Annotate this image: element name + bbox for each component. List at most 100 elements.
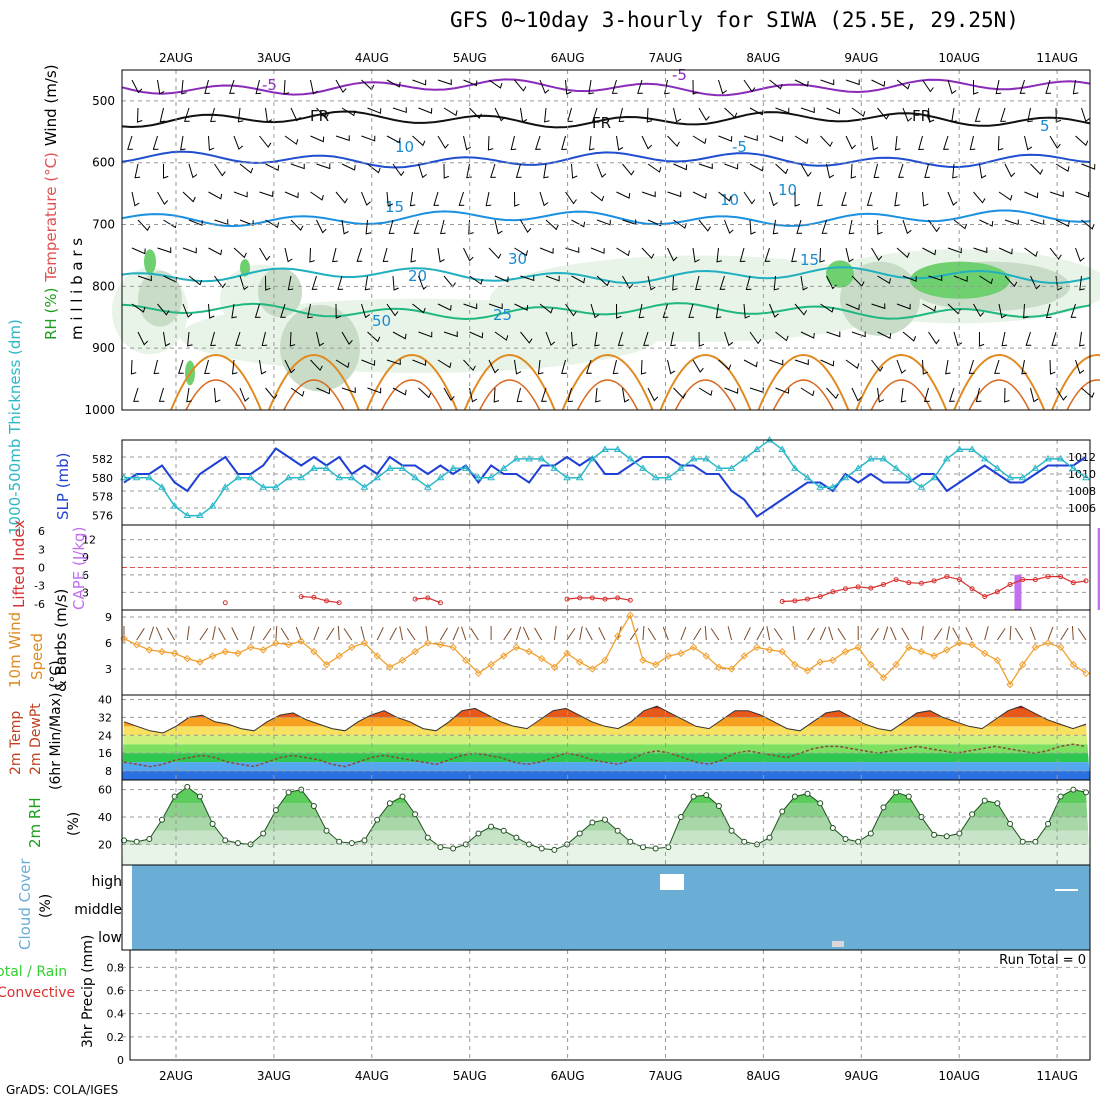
- thickness-point: [639, 464, 647, 471]
- li-point: [1007, 582, 1013, 587]
- wind-barb: [341, 163, 356, 171]
- wind-barb: [826, 163, 835, 179]
- wind10m-barb: [425, 626, 429, 641]
- wind-barb: [764, 247, 771, 262]
- wind-barb: [820, 79, 835, 86]
- wind-barb: [902, 107, 913, 122]
- wind-barb: [386, 191, 393, 207]
- wind10m-speed-point: [145, 646, 154, 654]
- precip-axis-label: 3hr Precip (mm): [80, 935, 96, 1048]
- wind-barb: [520, 107, 528, 123]
- temp-color-band: [122, 762, 1090, 772]
- day-label-top: 10AUG: [938, 51, 980, 65]
- wind10m-barb: [199, 628, 209, 641]
- wind-barb: [571, 275, 586, 284]
- wind10m-speed-point: [335, 652, 343, 660]
- wind-barb: [239, 275, 249, 291]
- thickness-point: [309, 464, 318, 471]
- wind10m-speed-point: [626, 611, 635, 619]
- wind-barb: [1024, 247, 1038, 258]
- rh-point: [969, 811, 976, 818]
- wind-barb: [902, 331, 917, 342]
- rh-point: [158, 816, 165, 823]
- wind-barb: [229, 79, 235, 94]
- rh-point: [981, 797, 988, 804]
- wind-barb: [662, 303, 669, 318]
- wind-barb: [743, 79, 756, 93]
- wind10m-barb: [662, 626, 669, 641]
- wind-barb: [392, 331, 407, 340]
- wind-barb: [979, 275, 993, 285]
- wind-barb: [902, 219, 912, 235]
- wind-barb: [361, 135, 376, 142]
- wind-barb: [233, 191, 248, 198]
- wind-barb: [392, 107, 407, 113]
- thickness-point: [1056, 454, 1065, 462]
- wind-barb: [594, 331, 600, 347]
- wind-barb: [641, 135, 653, 150]
- thickness-point: [778, 445, 787, 452]
- temp-color-band: [122, 744, 1090, 754]
- precip-tick-label: 0.4: [107, 1008, 125, 1021]
- upper-axis-label-part: Wind (m/s): [42, 64, 60, 146]
- wind10m-barb: [376, 627, 384, 641]
- thickness-point: [854, 464, 863, 471]
- thickness-point: [550, 464, 559, 471]
- wind-barb: [1081, 163, 1096, 170]
- thickness-tick-label: 576: [92, 510, 113, 523]
- wind-barb: [514, 247, 528, 257]
- wind10m-barb: [155, 626, 163, 641]
- wind-barb: [332, 247, 338, 263]
- wind-barb: [902, 275, 917, 282]
- rh-point: [855, 838, 862, 845]
- isotherm-30-dome: [1066, 379, 1100, 411]
- rh-point: [196, 793, 203, 800]
- wind-barb: [418, 331, 433, 338]
- wind-barb: [724, 219, 734, 234]
- rh-point: [209, 820, 216, 827]
- wind-barb: [437, 79, 452, 86]
- wind-barb: [769, 303, 779, 318]
- wind10m-barb: [870, 628, 879, 641]
- isotherm-line: [121, 78, 1091, 97]
- day-label-bottom: 4AUG: [355, 1069, 389, 1083]
- wind-barb: [182, 303, 193, 318]
- wind10m-speed-point: [550, 663, 559, 671]
- wind10m-barb: [629, 628, 639, 641]
- wind10m-barb: [1009, 625, 1012, 641]
- wind-barb: [973, 247, 988, 254]
- wind-barb: [290, 163, 305, 170]
- wind-barb: [392, 275, 399, 291]
- wind-barb: [979, 163, 987, 179]
- wind-barb: [412, 359, 427, 366]
- wind-barb: [820, 135, 833, 148]
- rh-shading: [490, 255, 910, 342]
- wind-barb: [364, 275, 371, 291]
- pressure-tick-label: 700: [92, 218, 115, 232]
- wind-barb: [978, 331, 985, 347]
- rh-axis-label: 2m RH: [26, 797, 44, 848]
- wind-barb: [494, 219, 503, 235]
- rh-point: [602, 816, 608, 823]
- rh-point: [817, 800, 824, 807]
- li-point: [969, 586, 975, 592]
- wind-barb: [494, 275, 509, 283]
- li-tick-label: 3: [38, 543, 45, 556]
- wind10m-speed-point: [158, 647, 166, 656]
- rh-point: [551, 846, 558, 853]
- wind-barb: [290, 107, 301, 122]
- wind10m-barb: [439, 627, 448, 641]
- wind-barb: [1075, 135, 1089, 147]
- wind10m-speed-point: [588, 665, 597, 673]
- wind-barb: [1001, 331, 1008, 347]
- wind-barb: [928, 331, 940, 345]
- rh-point: [513, 834, 520, 841]
- thickness-point: [221, 483, 230, 490]
- rh-shading: [840, 261, 920, 336]
- wind10m-speed-point: [702, 652, 710, 660]
- wind10m-speed-point: [563, 649, 571, 658]
- cloud-level-label: middle: [74, 902, 122, 918]
- thickness-point: [993, 464, 1002, 471]
- rh-point: [361, 837, 368, 844]
- wind10m-speed-point: [424, 639, 432, 647]
